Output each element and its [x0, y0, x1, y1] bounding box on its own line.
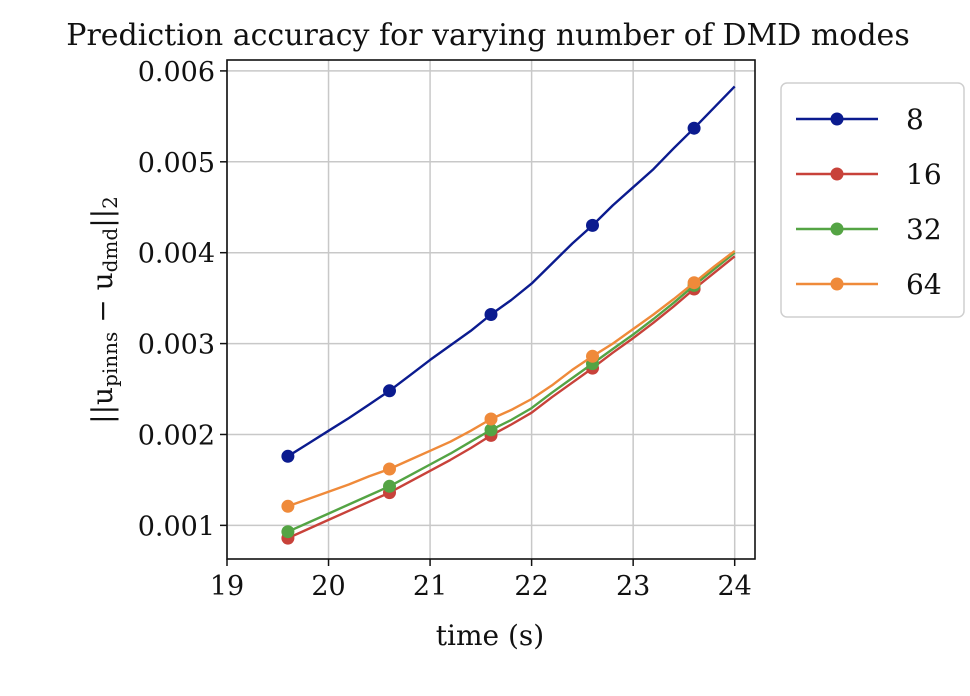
series-line-16 — [287, 255, 736, 540]
legend-label: 16 — [906, 158, 942, 191]
series-point-64 — [484, 412, 498, 426]
series-point-64 — [281, 499, 295, 513]
legend-marker — [830, 112, 844, 126]
series-point-8 — [687, 121, 701, 135]
series-layer — [281, 85, 736, 545]
series-line-64 — [287, 249, 736, 508]
legend-label: 64 — [906, 268, 942, 301]
y-tick-label: 0.003 — [138, 330, 215, 361]
series-point-32 — [484, 423, 498, 437]
y-axis-label: ||upinns − udmd||2 — [86, 196, 122, 424]
legend-item-8: 8 — [796, 103, 924, 136]
series-point-8 — [281, 449, 295, 463]
series-line-8 — [287, 85, 736, 458]
legend-label: 32 — [906, 213, 942, 246]
series-8 — [281, 85, 736, 463]
y-tick-label: 0.006 — [138, 57, 215, 88]
legend: 8 16 32 64 — [780, 82, 965, 318]
series-32 — [281, 251, 736, 539]
y-label-sub-3: 2 — [98, 196, 122, 209]
legend-marker — [830, 167, 844, 181]
y-axis-ticks: 0.001 0.002 0.003 0.004 0.005 0.006 — [138, 57, 227, 542]
series-point-64 — [383, 462, 396, 476]
legend-item-32: 32 — [796, 213, 942, 246]
series-point-64 — [687, 276, 701, 290]
y-tick-label: 0.004 — [138, 239, 215, 270]
x-tick-label: 19 — [210, 571, 244, 602]
series-64 — [281, 249, 736, 513]
series-16 — [281, 255, 736, 545]
plot-frame — [226, 59, 756, 560]
y-label-sub-1: pinns — [98, 332, 122, 387]
y-label-part-3: || — [86, 209, 119, 228]
y-tick-label: 0.001 — [138, 511, 215, 542]
legend-item-64: 64 — [796, 268, 942, 301]
series-point-64 — [586, 349, 599, 363]
series-point-32 — [281, 525, 295, 539]
legend-marker — [830, 277, 844, 291]
legend-label: 8 — [906, 103, 924, 136]
series-point-8 — [383, 384, 396, 398]
y-label-part-1: ||u — [86, 387, 119, 424]
y-tick-label: 0.005 — [138, 148, 215, 179]
series-point-32 — [383, 479, 396, 493]
x-tick-label: 20 — [311, 571, 345, 602]
x-tick-label: 23 — [616, 571, 650, 602]
y-tick-label: 0.002 — [138, 420, 215, 451]
x-tick-label: 22 — [514, 571, 548, 602]
chart-title: Prediction accuracy for varying number o… — [66, 18, 909, 53]
series-point-8 — [586, 218, 599, 232]
x-axis-label: time (s) — [436, 619, 544, 652]
legend-item-16: 16 — [796, 158, 942, 191]
series-point-8 — [484, 308, 498, 321]
y-label-part-2: − u — [86, 272, 119, 331]
x-axis-ticks: 19 20 21 22 23 24 — [210, 559, 752, 602]
legend-marker — [830, 222, 844, 236]
series-line-32 — [287, 251, 736, 533]
x-tick-label: 21 — [413, 571, 447, 602]
y-label-sub-2: dmd — [98, 228, 122, 273]
legend-frame — [780, 82, 965, 318]
x-tick-label: 24 — [718, 571, 752, 602]
